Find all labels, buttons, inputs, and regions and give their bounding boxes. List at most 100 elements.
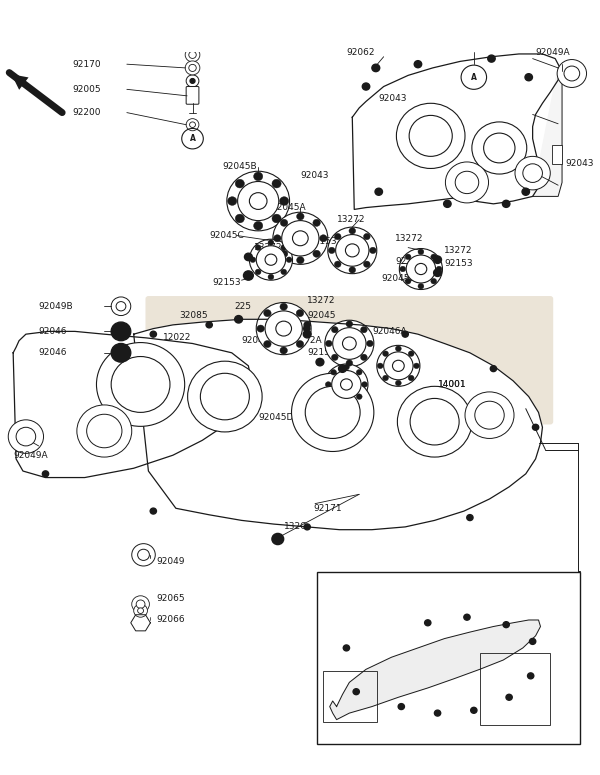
Circle shape — [206, 322, 212, 328]
Circle shape — [296, 340, 304, 348]
Circle shape — [431, 254, 437, 260]
Circle shape — [436, 267, 442, 272]
Text: 13272: 13272 — [445, 246, 473, 255]
Circle shape — [320, 235, 327, 242]
Circle shape — [185, 48, 200, 62]
Circle shape — [356, 370, 362, 375]
Circle shape — [400, 267, 406, 272]
Circle shape — [325, 364, 368, 405]
Circle shape — [111, 356, 170, 412]
Circle shape — [281, 269, 287, 274]
Circle shape — [343, 399, 349, 405]
Text: 92043: 92043 — [379, 94, 407, 103]
Circle shape — [392, 360, 404, 371]
Circle shape — [256, 246, 286, 274]
Circle shape — [328, 247, 335, 253]
Text: 132B: 132B — [431, 591, 450, 599]
Circle shape — [200, 374, 250, 420]
Circle shape — [250, 257, 256, 263]
Text: 92045E: 92045E — [382, 274, 416, 283]
Circle shape — [413, 363, 419, 369]
Circle shape — [346, 321, 353, 327]
Circle shape — [525, 74, 532, 81]
Circle shape — [227, 197, 237, 205]
Circle shape — [186, 119, 199, 131]
Circle shape — [434, 256, 442, 264]
Circle shape — [455, 171, 479, 194]
Circle shape — [97, 343, 185, 426]
Text: 92200: 92200 — [72, 108, 100, 117]
Circle shape — [383, 352, 413, 380]
Circle shape — [235, 315, 242, 323]
Text: 32085: 32085 — [180, 311, 208, 320]
Circle shape — [505, 647, 521, 662]
Circle shape — [506, 694, 512, 701]
Circle shape — [418, 249, 424, 254]
Circle shape — [255, 245, 261, 250]
Circle shape — [362, 381, 367, 388]
Circle shape — [409, 115, 452, 157]
Polygon shape — [352, 54, 560, 209]
Circle shape — [313, 250, 320, 257]
Circle shape — [134, 604, 148, 617]
Circle shape — [425, 620, 431, 625]
Circle shape — [227, 171, 290, 231]
Circle shape — [268, 274, 274, 280]
Circle shape — [281, 245, 287, 250]
Circle shape — [434, 710, 440, 716]
Text: 132: 132 — [327, 634, 341, 643]
Circle shape — [189, 51, 196, 58]
Text: 92045A: 92045A — [271, 203, 305, 212]
Polygon shape — [533, 68, 562, 196]
Circle shape — [405, 254, 411, 260]
Circle shape — [254, 172, 263, 181]
Circle shape — [273, 212, 328, 264]
Circle shape — [111, 322, 131, 341]
Text: 92153: 92153 — [395, 257, 424, 266]
Circle shape — [557, 60, 587, 88]
Circle shape — [185, 61, 200, 75]
Circle shape — [458, 654, 490, 684]
Circle shape — [370, 247, 376, 253]
Circle shape — [343, 364, 349, 370]
Circle shape — [77, 405, 132, 457]
Circle shape — [132, 543, 155, 566]
FancyBboxPatch shape — [187, 0, 198, 34]
Text: 92045: 92045 — [307, 311, 335, 320]
Circle shape — [332, 328, 366, 360]
Circle shape — [331, 326, 338, 332]
Circle shape — [449, 646, 499, 693]
Circle shape — [418, 284, 424, 289]
Circle shape — [316, 358, 324, 366]
Circle shape — [325, 320, 374, 367]
Text: 92153: 92153 — [308, 236, 337, 246]
FancyBboxPatch shape — [552, 145, 562, 164]
Circle shape — [470, 708, 477, 713]
Text: 92049: 92049 — [156, 557, 185, 566]
Circle shape — [367, 340, 373, 346]
Circle shape — [331, 370, 337, 375]
Circle shape — [272, 179, 281, 188]
Circle shape — [356, 394, 362, 399]
Circle shape — [334, 233, 341, 239]
Circle shape — [431, 278, 437, 284]
Polygon shape — [134, 319, 542, 529]
Polygon shape — [13, 332, 251, 477]
Circle shape — [265, 254, 277, 265]
Text: 13272A: 13272A — [287, 336, 322, 345]
Circle shape — [331, 354, 338, 360]
Circle shape — [16, 427, 35, 446]
Circle shape — [490, 366, 497, 371]
Text: 92066: 92066 — [156, 615, 185, 625]
Circle shape — [304, 322, 310, 328]
Text: 92043: 92043 — [565, 160, 593, 168]
Text: 13272A: 13272A — [337, 392, 371, 401]
Circle shape — [397, 386, 472, 457]
Text: 92049A: 92049A — [13, 451, 48, 460]
Circle shape — [398, 704, 404, 710]
Circle shape — [362, 83, 370, 90]
Text: 132A: 132A — [323, 721, 343, 730]
Text: A: A — [190, 134, 196, 143]
Text: A: A — [471, 73, 477, 81]
Circle shape — [372, 64, 380, 71]
